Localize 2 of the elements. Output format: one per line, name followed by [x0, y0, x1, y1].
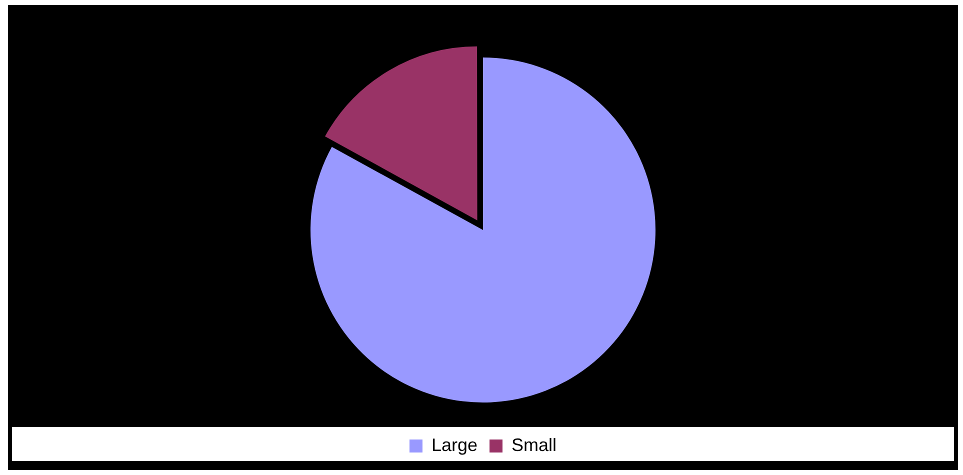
legend-label: Small [512, 434, 557, 455]
legend-label: Large [431, 434, 478, 455]
